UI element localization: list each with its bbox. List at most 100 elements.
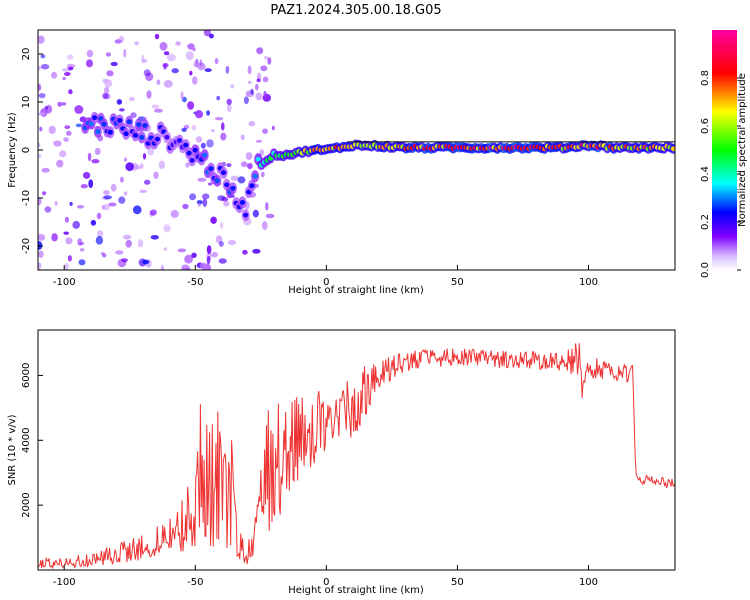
chart-title: PAZ1.2024.305.00.18.G05 — [270, 3, 441, 18]
spectrogram-noise-blob — [184, 254, 194, 264]
spectrogram-noise-blob — [130, 112, 137, 119]
spectrogram-noise-blob — [78, 259, 86, 266]
spectrogram-noise-blob — [223, 201, 230, 207]
spectrogram-noise-blob — [82, 171, 91, 179]
snr-y-tick-label: 2000 — [21, 492, 32, 517]
spectrogram-x-ticks: -100 -50 0 50 100 — [53, 265, 598, 288]
spectrogram-y-tick-label: -10 — [21, 190, 32, 206]
spectrogram-y-tick-label: 0 — [21, 147, 32, 153]
snr-frame — [37, 329, 676, 571]
spectrogram-noise-blob — [226, 98, 232, 106]
spectrogram-noise-blob — [177, 248, 187, 253]
spectrogram-noise-blob — [90, 219, 97, 226]
spectrogram-ridge-point — [221, 170, 227, 176]
spectrogram-noise-blob — [91, 159, 100, 164]
spectrogram-noise-blob — [237, 176, 246, 184]
spectrogram-noise-blob — [221, 122, 225, 131]
spectrogram-ridge-point — [239, 200, 246, 205]
spectrogram-noise-blob — [115, 250, 124, 255]
spectrogram-noise-blob — [38, 93, 46, 99]
spectrogram-ridge-point — [189, 158, 195, 163]
snr-y-ticks: 2000 4000 6000 — [21, 363, 43, 518]
spectrogram-noise-blob — [96, 212, 102, 220]
spectrogram-noise-blob — [199, 262, 207, 270]
spectrogram-noise-blob — [121, 258, 128, 263]
spectrogram-noise-blob — [153, 171, 159, 179]
spectrogram-noise-blob — [101, 204, 106, 210]
spectrogram-noise-blob — [255, 139, 263, 143]
spectrogram-noise-blob — [38, 250, 44, 258]
spectrogram-noise-blob — [96, 230, 104, 238]
spectrogram-noise-blob — [38, 35, 45, 44]
spectrogram-noise-blob — [195, 110, 203, 119]
spectrogram-noise-blob — [166, 53, 176, 62]
snr-x-ticks: -100 -50 0 50 100 — [53, 565, 598, 588]
spectrogram-ridge-point — [243, 212, 249, 218]
spectrogram-noise-blob — [154, 33, 160, 40]
spectrogram-noise-blob — [68, 89, 73, 95]
spectrogram-noise-blob — [61, 102, 67, 106]
spectrogram-marks — [38, 30, 675, 270]
spectrogram-noise-blob — [75, 123, 82, 128]
spectrogram-noise-blob — [123, 48, 127, 58]
spectrogram-noise-blob — [108, 202, 117, 207]
spectrogram-y-label: Frequency (Hz) — [7, 112, 18, 188]
colorbar-tick-label: 0.0 — [700, 262, 711, 278]
spectrogram-noise-blob — [191, 252, 197, 258]
spectrogram-noise-blob — [260, 171, 265, 178]
spectrogram-noise-blob — [144, 179, 151, 185]
spectrogram-noise-blob — [120, 176, 124, 183]
spectrogram-noise-blob — [44, 106, 49, 110]
spectrogram-noise-blob — [163, 224, 171, 233]
colorbar-label: Normalized spectral amplitude — [737, 73, 748, 227]
spectrogram-noise-blob — [39, 126, 43, 132]
spectrogram-noise-blob — [66, 130, 72, 136]
spectrogram-noise-blob — [211, 251, 218, 258]
spectrogram-noise-blob — [114, 39, 122, 44]
spectrogram-x-tick-label: -100 — [53, 277, 76, 288]
spectrogram-noise-blob — [87, 152, 92, 162]
spectrogram-noise-blob — [40, 54, 46, 59]
colorbar-ticks: 0.0 0.2 0.4 0.6 0.8 — [700, 70, 741, 278]
colorbar-tick-label: 0.6 — [700, 118, 711, 134]
snr-marks — [38, 343, 675, 570]
spectrogram-noise-blob — [142, 153, 147, 160]
spectrogram-noise-blob — [175, 41, 182, 46]
spectrogram-x-tick-label: 100 — [579, 277, 598, 288]
spectrogram-noise-blob — [207, 182, 213, 186]
spectrogram-ridge-point — [95, 129, 101, 135]
spectrogram-noise-blob — [119, 108, 125, 112]
spectrogram-ridge-point — [139, 135, 145, 140]
spectrogram-noise-blob — [38, 143, 41, 147]
spectrogram-noise-blob — [243, 96, 249, 105]
spectrogram-noise-blob — [216, 95, 221, 101]
spectrogram-noise-blob — [63, 72, 71, 76]
spectrogram-noise-blob — [217, 195, 226, 201]
spectrogram-noise-blob — [41, 191, 47, 196]
snr-y-label: SNR (10 * v/v) — [7, 414, 18, 485]
spectrogram-noise-blob — [38, 112, 47, 116]
spectrogram-noise-blob — [62, 76, 66, 81]
spectrogram-noise-blob — [263, 90, 267, 98]
spectrogram-noise-blob — [248, 121, 256, 127]
spectrogram-noise-blob — [64, 216, 69, 223]
spectrogram-noise-blob — [192, 76, 198, 85]
spectrogram-x-label: Height of straight line (km) — [288, 285, 424, 296]
spectrogram-noise-blob — [256, 47, 264, 55]
spectrogram-noise-blob — [124, 157, 128, 162]
spectrogram-noise-blob — [139, 163, 144, 169]
spectrogram-noise-blob — [110, 183, 117, 192]
spectrogram-noise-blob — [265, 202, 269, 211]
spectrogram-ridge-point — [208, 166, 214, 172]
spectrogram-noise-blob — [65, 237, 73, 245]
spectrogram-noise-blob — [102, 92, 109, 100]
spectrogram-noise-blob — [158, 160, 165, 170]
spectrogram-noise-blob — [64, 262, 69, 270]
spectrogram-ridge-point — [255, 156, 261, 162]
spectrogram-noise-blob — [143, 69, 151, 77]
spectrogram-noise-blob — [247, 163, 253, 170]
spectrogram-noise-blob — [57, 101, 62, 107]
spectrogram-noise-blob — [76, 205, 85, 209]
spectrogram-ridge-point — [92, 115, 98, 121]
spectrogram-noise-blob — [197, 202, 201, 207]
